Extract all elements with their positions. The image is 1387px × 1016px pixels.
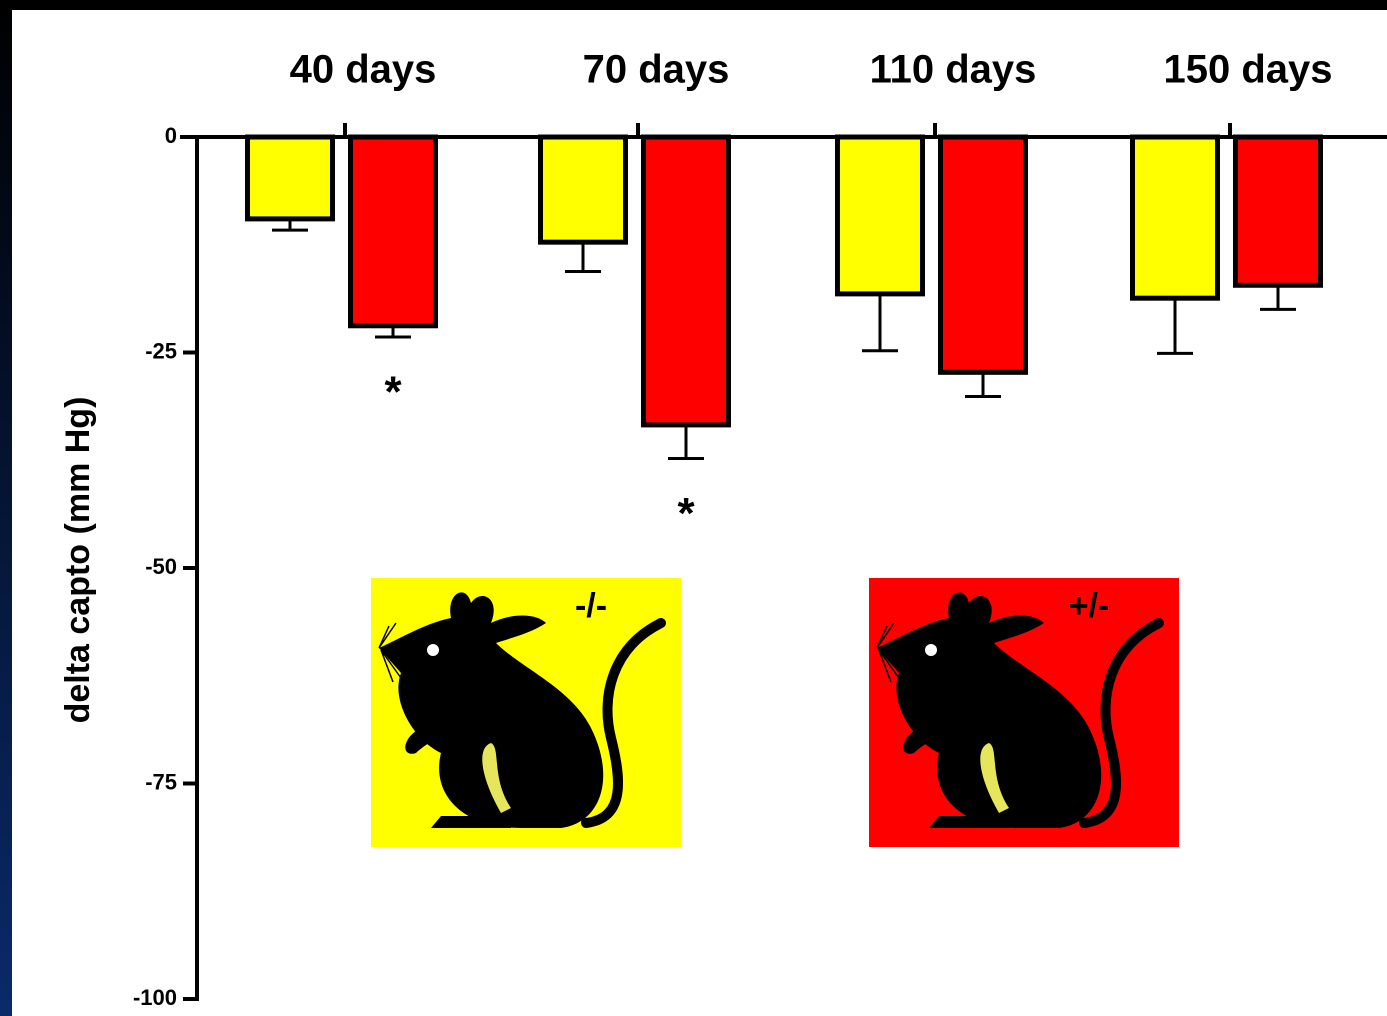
- frame: [0, 0, 12, 1016]
- bar: [1236, 137, 1321, 285]
- bar: [941, 137, 1026, 372]
- x-tick-label: 70 days: [583, 48, 730, 92]
- bar: [351, 137, 436, 326]
- bar: [838, 137, 923, 294]
- significance-marker: *: [384, 368, 402, 417]
- y-tick-label: -25: [145, 338, 177, 363]
- chart: delta capto (mm Hg) 0 -25 -50 -75 -100 * * 40 d…: [0, 0, 1387, 1016]
- x-tick-label: 110 days: [870, 48, 1037, 92]
- y-tick-label: -75: [145, 769, 177, 794]
- legend-label: +/-: [1069, 587, 1110, 625]
- legend-label: -/-: [575, 587, 607, 625]
- bar: [541, 137, 626, 242]
- bar: [1133, 137, 1218, 298]
- y-tick-label: -50: [145, 554, 177, 579]
- significance-marker: *: [677, 489, 695, 538]
- bar: [644, 137, 729, 425]
- y-axis-label: delta capto (mm Hg): [59, 397, 97, 724]
- bar: [248, 137, 333, 219]
- y-tick-label: 0: [165, 123, 177, 148]
- x-tick-label: 40 days: [290, 48, 437, 92]
- x-tick-label: 150 days: [1163, 48, 1332, 92]
- y-tick-label: -100: [133, 985, 177, 1010]
